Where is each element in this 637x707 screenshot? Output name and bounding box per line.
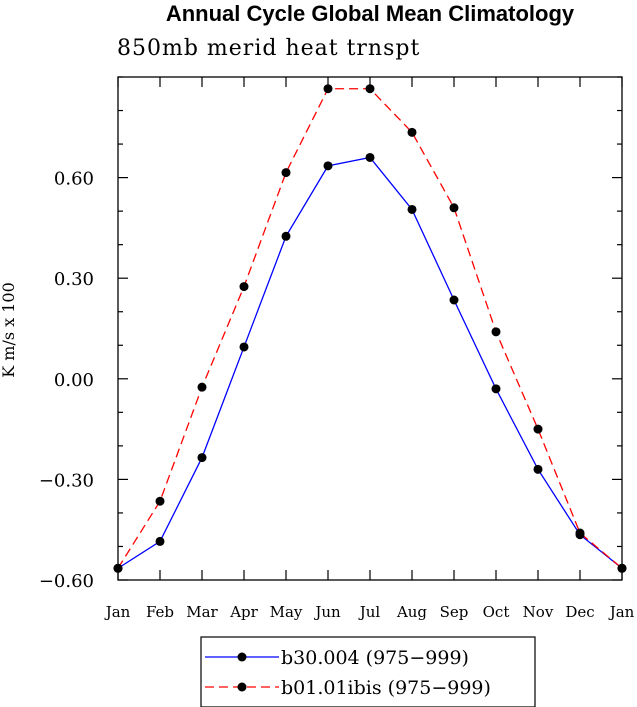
series-layer	[113, 84, 627, 573]
chart-subtitle: 850mb merid heat trnspt	[117, 36, 420, 61]
data-point-series-2	[365, 84, 375, 94]
tick-labels: Jan Feb Mar Apr May Jun Jul Aug Sep Oct Nov Dec Jan−…	[39, 169, 635, 621]
data-point-series-1	[239, 342, 249, 352]
data-point-series-1	[155, 536, 165, 546]
data-point-series-2	[155, 496, 165, 506]
x-tick-label: Dec	[565, 603, 594, 621]
y-tick-label: −0.60	[39, 571, 94, 592]
data-point-series-2	[491, 327, 501, 337]
data-point-series-2	[197, 382, 207, 392]
x-tick-label: Nov	[523, 603, 554, 621]
data-point-series-1	[365, 152, 375, 162]
x-tick-label: Aug	[396, 603, 427, 621]
x-tick-label: Jul	[358, 603, 381, 621]
data-point-series-1	[491, 384, 501, 394]
legend-marker-series-2	[237, 682, 247, 692]
y-tick-label: −0.30	[39, 470, 94, 491]
data-point-series-2	[281, 168, 291, 178]
data-point-series-1	[197, 453, 207, 463]
y-tick-label: 0.30	[54, 269, 94, 290]
data-point-series-1	[407, 204, 417, 214]
data-point-series-1	[533, 464, 543, 474]
legend-marker-series-1	[237, 652, 247, 662]
data-point-series-2	[407, 127, 417, 137]
x-tick-label: Feb	[146, 603, 174, 621]
x-tick-label: Jan	[608, 603, 635, 621]
y-tick-label: 0.60	[54, 169, 94, 190]
data-point-series-2	[533, 424, 543, 434]
x-tick-label: Jan	[104, 603, 131, 621]
legend-label-series-1: b30.004 (975−999)	[281, 647, 469, 669]
plot-frame	[117, 76, 623, 581]
x-tick-label: Apr	[229, 603, 258, 621]
data-point-series-2	[323, 84, 333, 94]
data-point-series-2	[239, 282, 249, 292]
x-tick-label: May	[270, 603, 303, 621]
legend-box	[200, 636, 536, 707]
x-tick-label: Jun	[313, 603, 341, 621]
data-point-series-1	[449, 295, 459, 305]
data-point-series-1	[323, 161, 333, 171]
data-point-series-1	[281, 231, 291, 241]
y-tick-label: 0.00	[54, 370, 94, 391]
x-tick-label: Mar	[186, 603, 218, 621]
y-axis-label: K m/s x 100	[0, 282, 18, 378]
data-point-series-2	[575, 528, 585, 538]
x-tick-label: Sep	[440, 603, 469, 621]
axis-ticks	[117, 76, 623, 581]
x-tick-label: Oct	[483, 603, 510, 621]
legend-label-series-2: b01.01ibis (975−999)	[281, 677, 491, 699]
series-line-1	[117, 156, 623, 569]
legend: b30.004 (975−999) b01.01ibis (975−999)	[200, 636, 536, 707]
data-point-series-2	[449, 203, 459, 213]
chart-title: Annual Cycle Global Mean Climatology	[166, 1, 575, 26]
